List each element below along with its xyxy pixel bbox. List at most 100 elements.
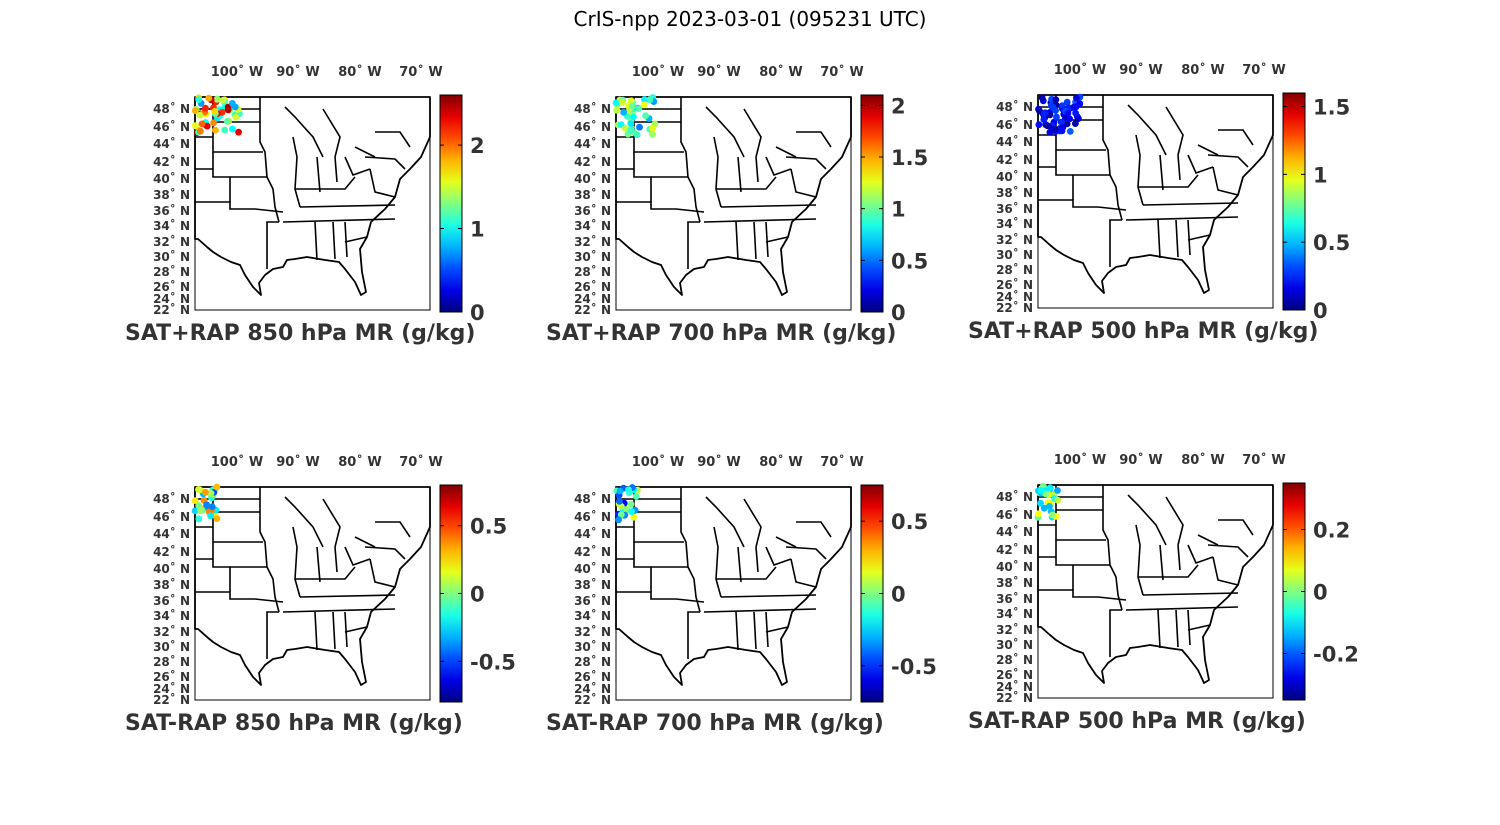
state-border: [1127, 494, 1167, 546]
state-border: [703, 608, 817, 613]
state-border: [753, 221, 757, 260]
state-border: [314, 611, 318, 651]
colorbar-tick-label: 1: [470, 218, 485, 242]
retrieval-point: [197, 507, 204, 515]
latitude-tick-label: 48˚ N: [574, 101, 611, 116]
longitude-tick-label: 80˚ W: [338, 454, 381, 470]
state-border: [633, 542, 652, 592]
latitude-tick-label: 28˚ N: [996, 652, 1033, 667]
retrieval-point: [1040, 110, 1048, 117]
longitude-axis: 100˚ W 90˚ W 80˚ W 70˚ W: [1054, 62, 1286, 78]
latitude-tick-label: 22˚ N: [996, 690, 1033, 705]
latitude-tick-label: 44˚ N: [574, 526, 611, 541]
state-border: [1187, 544, 1214, 565]
latitude-tick-label: 42˚ N: [574, 154, 611, 169]
retrieval-point: [203, 122, 211, 130]
latitude-tick-label: 38˚ N: [996, 185, 1033, 200]
state-border: [1157, 219, 1161, 259]
retrieval-swath: [1034, 482, 1062, 521]
state-border: [1157, 609, 1161, 649]
state-border: [716, 176, 777, 190]
retrieval-point: [205, 94, 213, 102]
longitude-tick-label: 90˚ W: [276, 64, 319, 80]
state-border: [765, 626, 789, 633]
latitude-tick-label: 42˚ N: [153, 544, 190, 559]
colorbar-tick-label: -0.5: [470, 650, 516, 674]
state-border: [775, 146, 797, 158]
latitude-tick-label: 30˚ N: [574, 249, 611, 264]
retrieval-swath: [613, 484, 641, 524]
longitude-tick-label: 90˚ W: [276, 454, 319, 470]
map-figure: 100˚ W 90˚ W 80˚ W 70˚ W 48˚ N 46˚ N 44˚ N 42˚ …: [125, 454, 516, 736]
latitude-tick-label: 30˚ N: [153, 639, 190, 654]
longitude-tick-label: 100˚ W: [632, 454, 685, 470]
state-border: [1197, 534, 1219, 546]
state-border: [790, 168, 817, 198]
latitude-tick-label: 38˚ N: [153, 577, 190, 592]
state-border: [375, 521, 411, 538]
coastline: [194, 486, 431, 686]
state-border: [687, 611, 700, 659]
latitude-tick-label: 36˚ N: [153, 203, 190, 218]
latitude-tick-label: 28˚ N: [153, 264, 190, 279]
retrieval-point: [625, 486, 632, 494]
state-border: [284, 106, 324, 158]
state-border: [1207, 544, 1249, 558]
retrieval-point: [640, 101, 648, 109]
latitude-tick-label: 22˚ N: [153, 692, 190, 707]
map-area: [191, 94, 431, 311]
longitude-axis: 100˚ W 90˚ W 80˚ W 70˚ W: [211, 64, 443, 80]
state-border: [1138, 174, 1199, 188]
state-border: [775, 536, 797, 548]
longitude-tick-label: 90˚ W: [697, 454, 740, 470]
map-panel-700-diff: 100˚ W 90˚ W 80˚ W 70˚ W 48˚ N 46˚ N 44˚ N 42˚ …: [541, 445, 961, 736]
retrieval-point: [212, 126, 219, 134]
longitude-tick-label: 70˚ W: [1242, 62, 1285, 78]
coastline: [615, 96, 852, 296]
latitude-tick-label: 22˚ N: [574, 692, 611, 707]
latitude-tick-label: 48˚ N: [574, 491, 611, 506]
state-border: [314, 221, 318, 261]
figure-title: CrIS-npp 2023-03-01 (095231 UTC): [573, 7, 927, 31]
state-border: [344, 236, 368, 243]
colorbar: [439, 94, 463, 313]
latitude-tick-label: 34˚ N: [153, 608, 190, 623]
map-panel-850-sum: 100˚ W 90˚ W 80˚ W 70˚ W 48˚ N 46˚ N 44˚ N 42˚ …: [120, 55, 540, 346]
retrieval-point: [203, 501, 210, 509]
map-panel-500-sum: 100˚ W 90˚ W 80˚ W 70˚ W 48˚ N 46˚ N 44˚ N 42˚ …: [963, 53, 1383, 344]
longitude-tick-label: 70˚ W: [1242, 452, 1285, 468]
retrieval-point: [213, 515, 221, 522]
latitude-tick-label: 44˚ N: [996, 134, 1033, 149]
latitude-axis: 48˚ N 46˚ N 44˚ N 42˚ N 40˚ N38˚ N36˚ N34˚ N…: [574, 491, 611, 707]
retrieval-point: [1066, 115, 1073, 123]
latitude-tick-label: 46˚ N: [996, 507, 1033, 522]
retrieval-point: [202, 488, 209, 496]
map-area: [612, 94, 852, 311]
state-border: [1177, 544, 1181, 571]
state-border: [1207, 154, 1249, 168]
state-border: [292, 136, 301, 208]
longitude-axis: 100˚ W 90˚ W 80˚ W 70˚ W: [632, 454, 864, 470]
latitude-tick-label: 40˚ N: [574, 171, 611, 186]
retrieval-swath: [1035, 93, 1084, 136]
map-figure: 100˚ W 90˚ W 80˚ W 70˚ W 48˚ N 46˚ N 44˚ N 42˚ …: [546, 64, 928, 346]
retrieval-point: [1075, 115, 1082, 122]
latitude-tick-label: 38˚ N: [574, 577, 611, 592]
state-border: [735, 611, 739, 651]
latitude-tick-label: 46˚ N: [574, 509, 611, 524]
retrieval-point: [202, 104, 209, 112]
retrieval-point: [621, 124, 629, 132]
retrieval-point: [628, 508, 636, 515]
latitude-axis: 48˚ N 46˚ N 44˚ N 42˚ N 40˚ N38˚ N36˚ N34˚ N…: [153, 101, 190, 317]
retrieval-point: [224, 106, 232, 114]
state-border: [1159, 154, 1164, 191]
map-panel-500-diff: 100˚ W 90˚ W 80˚ W 70˚ W 48˚ N 46˚ N 44˚ N 42˚ …: [963, 443, 1383, 734]
retrieval-point: [642, 112, 649, 119]
latitude-tick-label: 40˚ N: [153, 561, 190, 576]
state-borders: [616, 487, 832, 659]
state-border: [720, 204, 817, 208]
retrieval-point: [1070, 103, 1078, 111]
latitude-tick-label: 28˚ N: [996, 262, 1033, 277]
retrieval-point: [633, 131, 641, 138]
retrieval-point: [208, 503, 216, 511]
